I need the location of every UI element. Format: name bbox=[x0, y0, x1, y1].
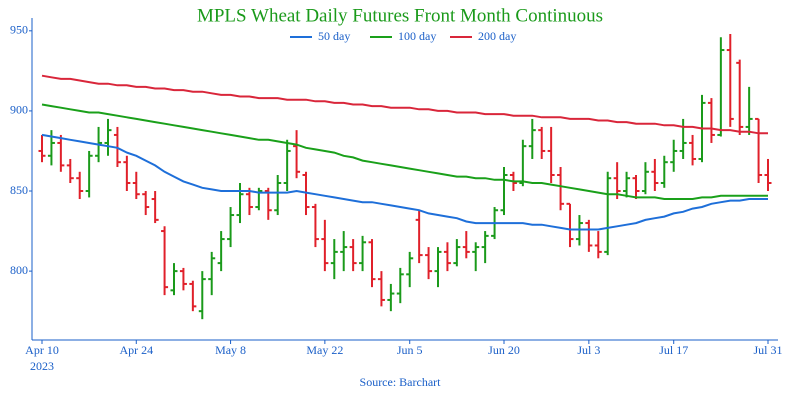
legend-label: 200 day bbox=[478, 29, 516, 43]
x-tick-label: May 8 bbox=[215, 343, 246, 357]
y-tick-label: 950 bbox=[10, 23, 28, 37]
y-tick-label: 900 bbox=[10, 103, 28, 117]
x-tick-label: Jun 20 bbox=[488, 343, 520, 357]
legend-label: 100 day bbox=[398, 29, 436, 43]
moving-average-line bbox=[41, 74, 768, 135]
x-tick-label: Jul 31 bbox=[753, 343, 782, 357]
legend-label: 50 day bbox=[318, 29, 350, 43]
x-tick-label: Apr 10 bbox=[25, 343, 59, 357]
y-tick-label: 800 bbox=[10, 263, 28, 277]
y-tick-label: 850 bbox=[10, 183, 28, 197]
moving-average-line bbox=[41, 133, 768, 231]
x-year-label: 2023 bbox=[30, 359, 54, 373]
x-tick-label: May 22 bbox=[306, 343, 343, 357]
chart-title: MPLS Wheat Daily Futures Front Month Con… bbox=[197, 5, 603, 26]
x-tick-label: Jun 5 bbox=[397, 343, 423, 357]
source-note: Source: Barchart bbox=[360, 375, 442, 389]
x-tick-label: Apr 24 bbox=[119, 343, 153, 357]
x-tick-label: Jul 17 bbox=[659, 343, 688, 357]
x-tick-label: Jul 3 bbox=[577, 343, 600, 357]
moving-average-line bbox=[41, 103, 768, 200]
